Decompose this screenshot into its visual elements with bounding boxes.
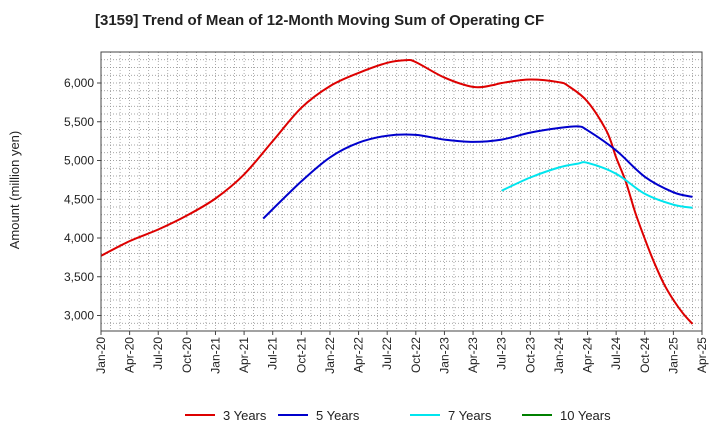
x-tick-label: Jul-23 xyxy=(495,337,509,370)
x-tick-label: Apr-22 xyxy=(352,337,366,373)
x-tick-label: Jul-21 xyxy=(266,337,280,370)
legend-label: 7 Years xyxy=(448,408,492,423)
chart-title: [3159] Trend of Mean of 12-Month Moving … xyxy=(95,12,544,29)
y-tick-label: 3,500 xyxy=(64,270,94,284)
x-tick-label: Apr-23 xyxy=(466,337,480,373)
x-tick-label: Jul-22 xyxy=(380,337,394,370)
x-tick-label: Apr-20 xyxy=(123,337,137,373)
legend-label: 3 Years xyxy=(223,408,267,423)
series-line-5-years xyxy=(262,125,693,220)
x-tick-label: Jan-20 xyxy=(94,337,108,374)
x-tick-label: Oct-22 xyxy=(409,337,423,373)
x-axis: Jan-20 Apr-20 Jul-20 Oct-20 Jan-21 Apr-21 Jul-… xyxy=(94,331,709,374)
legend-label: 5 Years xyxy=(316,408,360,423)
x-tick-label: Apr-21 xyxy=(237,337,251,373)
x-tick-label: Jul-24 xyxy=(609,337,623,370)
x-tick-label: Oct-24 xyxy=(638,337,652,373)
y-tick-label: 4,000 xyxy=(64,231,94,245)
x-tick-label: Jan-25 xyxy=(666,337,680,374)
x-tick-label: Apr-24 xyxy=(581,337,595,373)
series-line-3-years xyxy=(100,58,694,325)
y-tick-label: 5,000 xyxy=(64,154,94,168)
grid xyxy=(101,52,702,331)
y-axis-label: Amount (million yen) xyxy=(7,131,22,250)
y-tick-label: 4,500 xyxy=(64,192,94,206)
series-line-7-years xyxy=(501,161,693,209)
y-tick-label: 6,000 xyxy=(64,76,94,90)
x-tick-label: Jul-20 xyxy=(151,337,165,370)
x-tick-label: Oct-21 xyxy=(294,337,308,373)
y-tick-label: 3,000 xyxy=(64,309,94,323)
plot-lines xyxy=(100,58,694,325)
x-tick-label: Apr-25 xyxy=(695,337,709,373)
x-tick-label: Jan-21 xyxy=(208,337,222,374)
plot-frame xyxy=(100,51,703,332)
x-tick-label: Oct-20 xyxy=(180,337,194,373)
y-tick-label: 5,500 xyxy=(64,115,94,129)
legend-label: 10 Years xyxy=(560,408,611,423)
y-axis: 3,000 3,500 4,000 4,500 5,000 5,500 6,000 xyxy=(64,76,101,323)
x-tick-label: Jan-22 xyxy=(323,337,337,374)
legend: 3 Years 5 Years 7 Years 10 Years xyxy=(185,408,611,423)
x-tick-label: Oct-23 xyxy=(523,337,537,373)
x-tick-label: Jan-24 xyxy=(552,337,566,374)
x-tick-label: Jan-23 xyxy=(437,337,451,374)
